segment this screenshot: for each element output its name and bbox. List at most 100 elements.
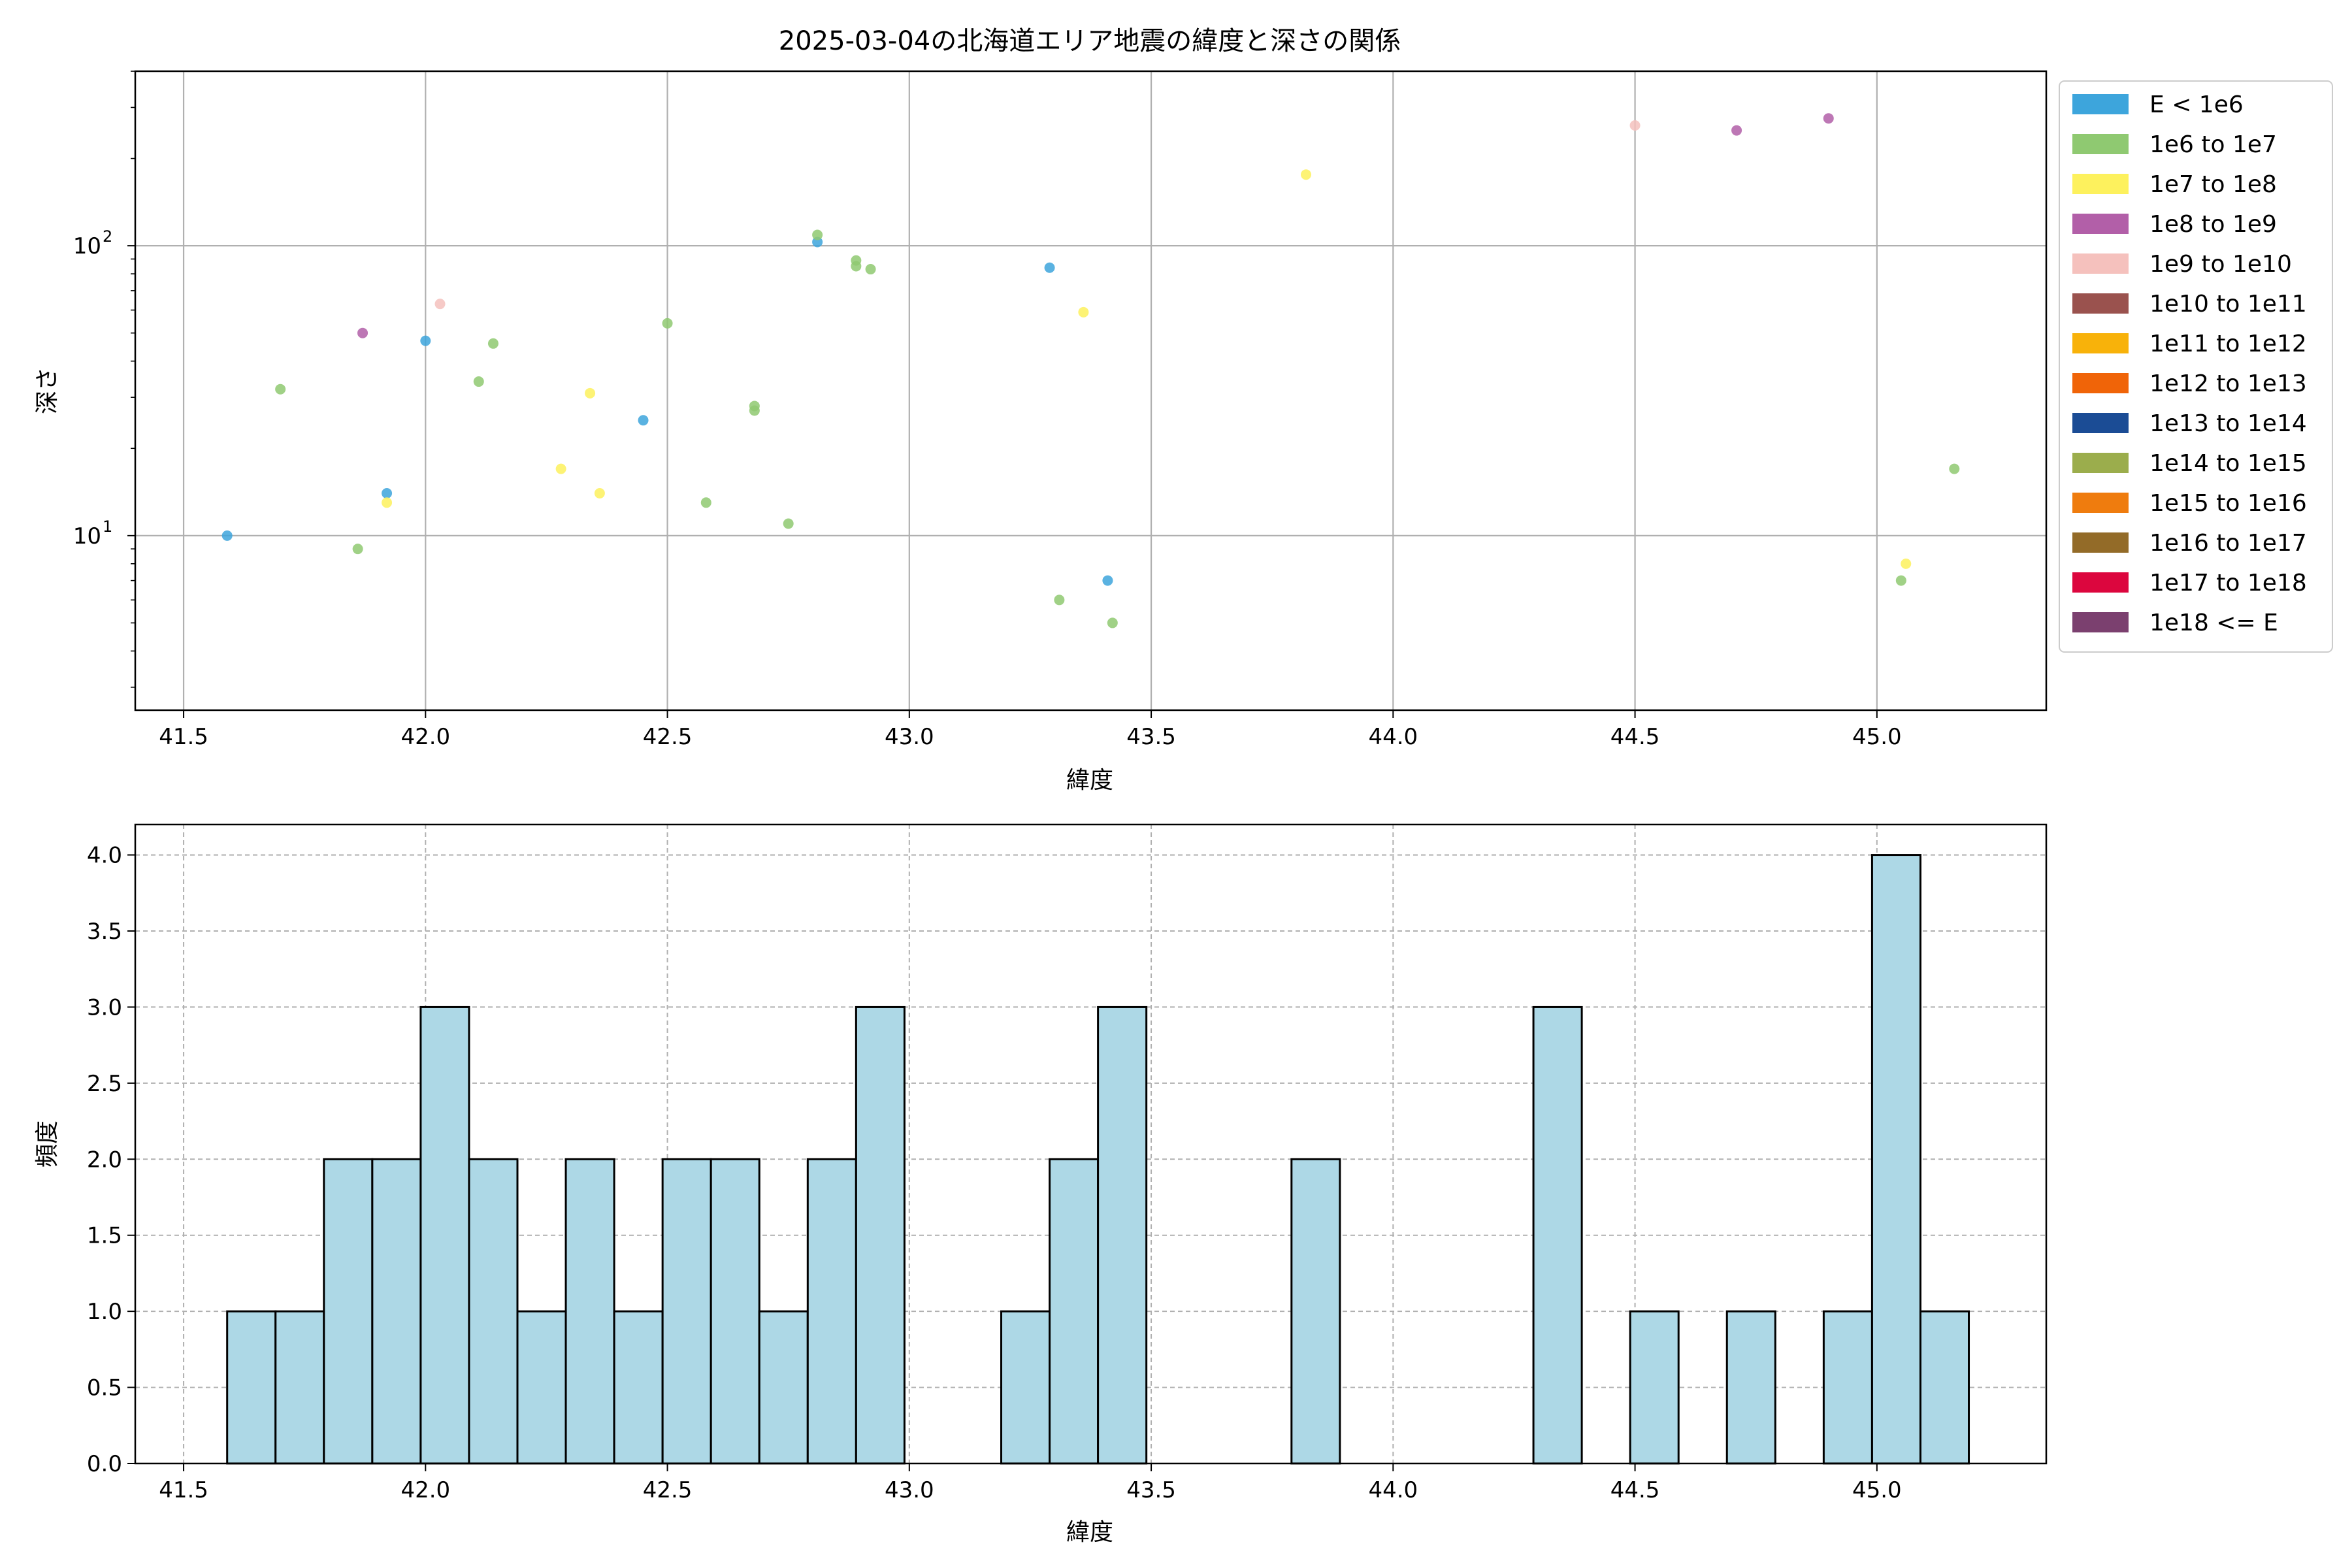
scatter-point: [275, 384, 286, 395]
histogram-bar: [1049, 1158, 1100, 1465]
scatter-point: [812, 229, 823, 240]
scatter-point: [1078, 306, 1089, 318]
scatter-point: [382, 497, 393, 508]
histogram-bar: [323, 1158, 374, 1465]
scatter-point: [420, 335, 431, 346]
scatter-point: [1301, 169, 1312, 180]
scatter-point: [638, 415, 649, 426]
legend-label: 1e11 to 1e12: [2149, 331, 2307, 357]
scatter-point: [851, 255, 862, 266]
scatter-title: 2025-03-04の北海道エリア地震の緯度と深さの関係: [779, 26, 1401, 56]
scatter-y-label: 深さ: [34, 367, 61, 414]
histogram-bar: [855, 1005, 906, 1465]
scatter-point: [1949, 463, 1960, 474]
legend-label: E < 1e6: [2149, 91, 2244, 118]
histogram-bar: [371, 1158, 422, 1465]
histogram-bar: [806, 1158, 857, 1465]
scatter-point: [487, 338, 498, 349]
histogram-x-tick-label: 41.5: [159, 1477, 208, 1503]
histogram-bar: [1870, 854, 1921, 1465]
legend-label: 1e13 to 1e14: [2149, 410, 2307, 437]
histogram-bar: [710, 1158, 760, 1465]
histogram-bar: [1919, 1310, 1970, 1465]
histogram-plot-frame: [134, 823, 2048, 1465]
legend-swatch: [2072, 413, 2129, 433]
scatter-point: [1102, 575, 1113, 586]
histogram-bar: [226, 1310, 277, 1465]
histogram-x-ticks: 41.5 42.0 42.5 43.0 43.5 44.0 44.5 45.0: [159, 1463, 1902, 1503]
scatter-y-tick-exponent: 1: [103, 517, 112, 536]
scatter-x-tick-label: 41.5: [159, 724, 208, 750]
scatter-point: [352, 544, 363, 555]
histogram-bar: [758, 1310, 809, 1465]
scatter-x-ticks: 41.5 42.0 42.5 43.0 43.5 44.0 44.5 45.0: [159, 710, 1902, 750]
histogram-x-tick-label: 42.5: [643, 1477, 693, 1503]
scatter-x-tick-label: 42.5: [643, 724, 693, 750]
histogram-x-tick-label: 43.5: [1126, 1477, 1176, 1503]
legend-swatch: [2072, 94, 2129, 114]
scatter-point: [434, 299, 446, 310]
scatter-chart: 2025-03-04の北海道エリア地震の緯度と深さの関係 41.5 42.0 42.…: [34, 26, 2333, 794]
histogram-x-tick-label: 45.0: [1852, 1477, 1902, 1503]
histogram-bar: [1290, 1158, 1341, 1465]
histogram-bar: [1822, 1310, 1873, 1465]
scatter-point: [1107, 617, 1118, 629]
scatter-point: [1901, 558, 1912, 569]
histogram-bar: [661, 1158, 712, 1465]
histogram-bar: [1000, 1310, 1051, 1465]
histogram-x-tick-label: 42.0: [400, 1477, 450, 1503]
histogram-x-label: 緯度: [1066, 1519, 1113, 1546]
histogram-y-tick-label: 0.0: [87, 1451, 122, 1477]
scatter-point: [555, 463, 566, 474]
scatter-point: [1629, 120, 1641, 131]
histogram-bar: [468, 1158, 519, 1465]
histogram-bar: [1532, 1005, 1583, 1465]
histogram-bar: [516, 1310, 567, 1465]
legend-swatch: [2072, 214, 2129, 234]
histogram-y-tick-label: 3.0: [87, 994, 122, 1021]
legend-swatch: [2072, 174, 2129, 194]
scatter-point: [749, 400, 760, 412]
histogram-x-tick-label: 44.0: [1368, 1477, 1418, 1503]
legend-label: 1e10 to 1e11: [2149, 291, 2307, 318]
scatter-x-tick-label: 43.5: [1126, 724, 1176, 750]
histogram-bar: [1725, 1310, 1776, 1465]
legend-label: 1e17 to 1e18: [2149, 570, 2307, 596]
scatter-x-tick-label: 42.0: [400, 724, 450, 750]
scatter-point: [865, 264, 876, 275]
legend-swatch: [2072, 532, 2129, 553]
histogram-bar: [1097, 1005, 1148, 1465]
legend-label: 1e8 to 1e9: [2149, 211, 2277, 238]
legend-label: 1e15 to 1e16: [2149, 490, 2307, 517]
histogram-y-tick-label: 3.5: [87, 919, 122, 945]
scatter-x-tick-label: 43.0: [885, 724, 934, 750]
scatter-x-tick-label: 44.5: [1610, 724, 1660, 750]
legend-label: 1e18 <= E: [2149, 610, 2278, 636]
scatter-point: [473, 376, 484, 387]
legend-box: [2059, 80, 2333, 653]
legend-swatch: [2072, 373, 2129, 393]
histogram-x-tick-label: 44.5: [1610, 1477, 1660, 1503]
scatter-grid: [135, 71, 2046, 710]
histogram-bars: [226, 854, 1970, 1465]
histogram-y-tick-label: 2.5: [87, 1071, 122, 1097]
scatter-x-tick-label: 45.0: [1852, 724, 1902, 750]
scatter-point: [1044, 262, 1055, 273]
legend-label: 1e7 to 1e8: [2149, 171, 2277, 198]
histogram-y-tick-label: 4.0: [87, 843, 122, 869]
scatter-point: [1731, 125, 1742, 136]
legend-swatch: [2072, 453, 2129, 473]
scatter-point: [585, 387, 596, 399]
scatter-y-tick-label: 10: [73, 523, 101, 549]
legend-swatch: [2072, 612, 2129, 632]
histogram-bar: [1629, 1310, 1680, 1465]
scatter-point: [1823, 113, 1834, 124]
histogram-bar: [274, 1310, 325, 1465]
legend-swatch: [2072, 293, 2129, 314]
scatter-points: [221, 113, 1960, 629]
scatter-point: [594, 488, 605, 499]
scatter-point: [783, 518, 794, 529]
scatter-legend: E < 1e6 1e6 to 1e7 1e7 to 1e8 1e8 to 1e9 1e9…: [2059, 80, 2333, 653]
